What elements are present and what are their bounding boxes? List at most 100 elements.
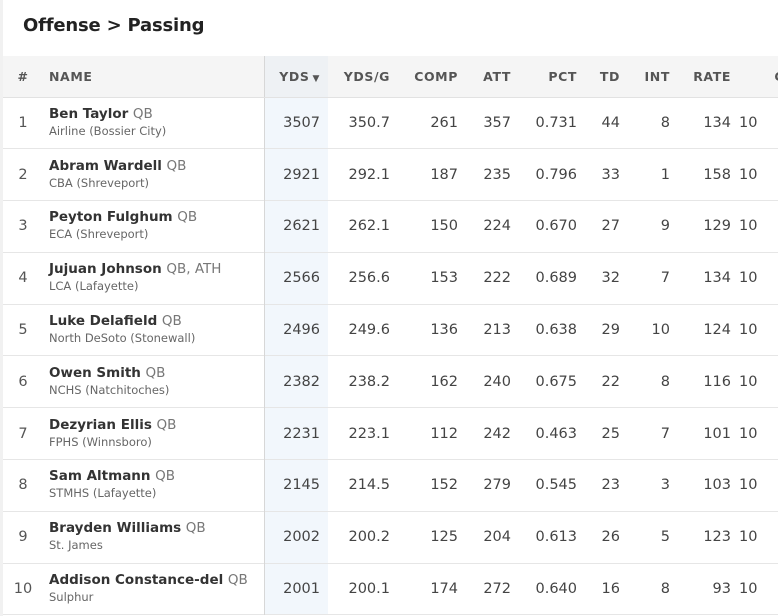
column-header-comp[interactable]: COMP (398, 56, 466, 98)
player-cell: Luke Delafield QB North DeSoto (Stonewall… (43, 304, 264, 356)
rank-cell: 6 (18, 373, 28, 390)
gp-cell: 10 (739, 218, 758, 235)
column-header-att[interactable]: ATT (466, 56, 519, 98)
yds-cell: 2231 (263, 407, 328, 460)
rate-cell: 158 (703, 166, 731, 183)
int-cell: 8 (660, 373, 670, 390)
player-position: QB (156, 416, 177, 433)
column-header-yds-label: YDS (279, 68, 310, 84)
rank-cell: 7 (18, 425, 28, 442)
ypg-cell: 262.1 (348, 218, 390, 235)
att-cell: 224 (483, 218, 511, 235)
stats-card: Offense > Passing # NAME YDS ▼ YDS/G COMP… (3, 0, 778, 616)
td-cell: 33 (601, 166, 620, 183)
comp-cell: 261 (430, 114, 458, 131)
td-cell: 23 (601, 477, 620, 494)
rate-cell: 116 (703, 373, 731, 390)
yds-cell: 2921 (263, 148, 328, 201)
column-header-name[interactable]: NAME (43, 56, 264, 98)
player-cell: Jujuan Johnson QB, ATH LCA (Lafayette) (43, 252, 264, 304)
player-cell: Addison Constance-del QB Sulphur (43, 563, 264, 615)
column-header-int[interactable]: INT (628, 56, 678, 98)
column-header-pct[interactable]: PCT (519, 56, 585, 98)
ypg-cell: 249.6 (348, 322, 390, 339)
td-cell: 27 (601, 218, 620, 235)
player-name-link[interactable]: Addison Constance-del (49, 572, 224, 589)
int-cell: 9 (660, 218, 670, 235)
player-position: QB (166, 157, 187, 174)
rate-cell: 101 (703, 425, 731, 442)
ypg-cell: 200.2 (348, 529, 390, 546)
att-cell: 272 (483, 581, 511, 598)
pct-cell: 0.640 (535, 581, 577, 598)
table-row: 7 Dezyrian Ellis QB FPHS (Winnsboro) 2231… (3, 407, 778, 460)
att-cell: 357 (483, 114, 511, 131)
pct-cell: 0.675 (535, 373, 577, 390)
column-header-yds[interactable]: YDS ▼ (263, 56, 328, 98)
rank-cell: 9 (18, 529, 28, 546)
comp-cell: 153 (430, 270, 458, 287)
int-cell: 7 (660, 425, 670, 442)
yds-cell: 3507 (263, 97, 328, 149)
rate-cell: 134 (703, 270, 731, 287)
att-cell: 213 (483, 322, 511, 339)
player-name-link[interactable]: Peyton Fulghum (49, 209, 173, 226)
column-header-td[interactable]: TD (585, 56, 628, 98)
ypg-cell: 223.1 (348, 425, 390, 442)
page-title: Offense > Passing (23, 15, 205, 36)
player-name-link[interactable]: Dezyrian Ellis (49, 416, 152, 433)
table-row: 4 Jujuan Johnson QB, ATH LCA (Lafayette) … (3, 252, 778, 305)
att-cell: 222 (483, 270, 511, 287)
player-name-link[interactable]: Luke Delafield (49, 313, 158, 330)
ypg-cell: 214.5 (348, 477, 390, 494)
player-cell: Ben Taylor QB Airline (Bossier City) (43, 97, 264, 149)
gp-cell: 10 (739, 270, 758, 287)
table-row: 2 Abram Wardell QB CBA (Shreveport) 2921 … (3, 148, 778, 201)
table-row: 5 Luke Delafield QB North DeSoto (Stonewa… (3, 304, 778, 356)
td-cell: 44 (601, 114, 620, 131)
player-name-link[interactable]: Sam Altmann (49, 468, 151, 485)
player-school: NCHS (Natchitoches) (49, 382, 170, 397)
table-row: 9 Brayden Williams QB St. James 2002 200.… (3, 511, 778, 564)
yds-cell: 2002 (263, 511, 328, 564)
ypg-cell: 200.1 (348, 581, 390, 598)
comp-cell: 162 (430, 373, 458, 390)
column-header-rate[interactable]: RATE (678, 56, 739, 98)
player-name-link[interactable]: Abram Wardell (49, 157, 162, 174)
comp-cell: 174 (430, 581, 458, 598)
column-header-rank: # (3, 56, 43, 98)
td-cell: 16 (601, 581, 620, 598)
rank-cell: 4 (18, 270, 28, 287)
ypg-cell: 292.1 (348, 166, 390, 183)
player-name-link[interactable]: Owen Smith (49, 364, 141, 381)
passing-stats-table: # NAME YDS ▼ YDS/G COMP ATT PCT TD INT RA… (3, 56, 778, 615)
rank-cell: 2 (18, 166, 28, 183)
player-position: QB, ATH (166, 261, 222, 278)
player-cell: Owen Smith QB NCHS (Natchitoches) (43, 356, 264, 408)
table-body: 1 Ben Taylor QB Airline (Bossier City) 35… (3, 97, 778, 615)
player-name-link[interactable]: Jujuan Johnson (49, 261, 162, 278)
ypg-cell: 238.2 (348, 373, 390, 390)
column-header-gp[interactable]: GP (739, 56, 778, 98)
rate-cell: 123 (703, 529, 731, 546)
rate-cell: 103 (703, 477, 731, 494)
rank-cell: 1 (18, 114, 28, 131)
gp-cell: 10 (739, 529, 758, 546)
yds-cell: 2566 (263, 252, 328, 305)
column-header-ypg[interactable]: YDS/G (328, 56, 398, 98)
gp-cell: 10 (739, 581, 758, 598)
pct-cell: 0.670 (535, 218, 577, 235)
yds-cell: 2145 (263, 459, 328, 512)
player-name-link[interactable]: Brayden Williams (49, 520, 182, 537)
pct-cell: 0.689 (535, 270, 577, 287)
player-school: Sulphur (49, 590, 94, 605)
ypg-cell: 256.6 (348, 270, 390, 287)
player-name-link[interactable]: Ben Taylor (49, 105, 129, 122)
player-school: STMHS (Lafayette) (49, 486, 157, 501)
yds-cell: 2001 (263, 563, 328, 615)
sort-descending-icon: ▼ (312, 73, 320, 84)
rate-cell: 124 (703, 322, 731, 339)
yds-cell: 2621 (263, 200, 328, 253)
int-cell: 3 (660, 477, 670, 494)
player-school: Airline (Bossier City) (49, 123, 167, 138)
